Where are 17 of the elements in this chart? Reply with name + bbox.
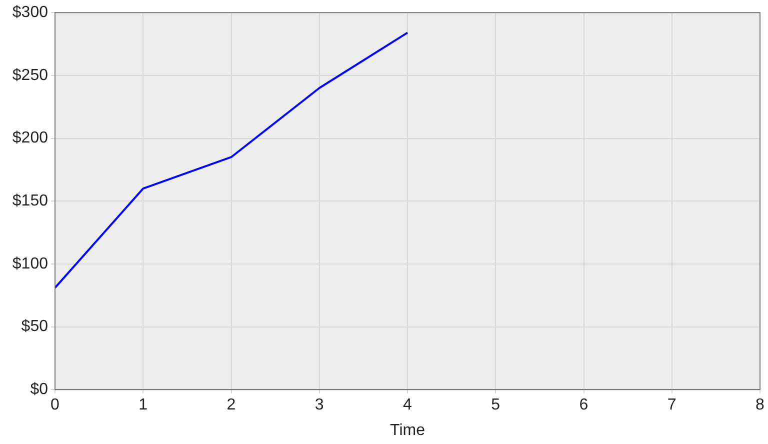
y-tick-label: $50	[21, 318, 48, 336]
y-tick-label: $200	[12, 130, 48, 147]
y-tick-label: $0	[30, 381, 48, 398]
y-tick-label: $250	[12, 66, 48, 84]
x-tick-label: 0	[50, 396, 60, 414]
x-tick-label: 3	[314, 396, 324, 414]
x-tick-label: 8	[756, 396, 765, 414]
x-tick-label: 2	[226, 396, 236, 414]
y-tick-label: $300	[12, 4, 48, 22]
x-tick-label: 5	[491, 396, 500, 414]
x-tick-label: 4	[403, 396, 412, 414]
x-axis-title: Time	[390, 422, 426, 439]
x-tick-label: 7	[667, 396, 676, 414]
x-tick-label: 6	[579, 396, 588, 414]
y-tick-label: $100	[12, 255, 48, 272]
y-tick-label: $150	[12, 192, 48, 210]
x-tick-label: 1	[138, 396, 148, 414]
